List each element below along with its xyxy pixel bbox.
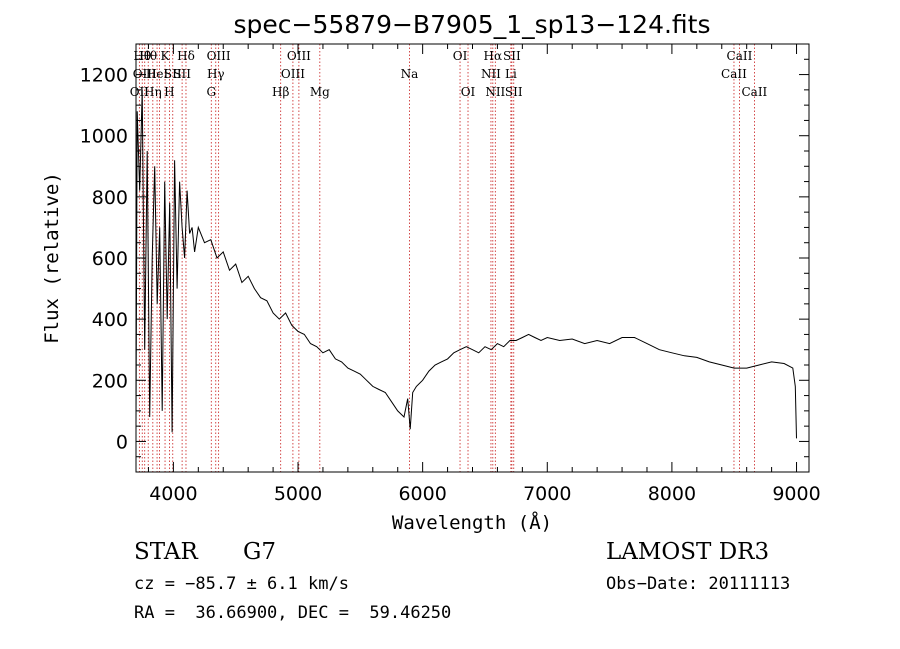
observation-date: Obs−Date: 20111113 — [606, 574, 791, 594]
y-tick-label: 200 — [92, 370, 128, 392]
survey-name: LAMOST DR3 — [606, 539, 770, 565]
object-subclass: G7 — [243, 539, 277, 565]
line-marker-label: Hη — [144, 85, 162, 99]
line-marker-label: OIII — [207, 49, 231, 63]
line-marker-label: SII — [164, 67, 182, 81]
line-marker-label: OIII — [287, 49, 311, 63]
line-marker-label: NII — [481, 67, 501, 81]
line-marker-label: Hα — [484, 49, 503, 63]
line-marker-label: CaII — [721, 67, 747, 81]
line-marker-label: HeI — [146, 67, 169, 81]
y-tick-label: 400 — [92, 309, 128, 331]
y-tick-label: 800 — [92, 187, 128, 209]
redshift-velocity: cz = −85.7 ± 6.1 km/s — [134, 574, 349, 594]
x-tick-label: 9000 — [772, 483, 820, 505]
x-tick-label: 6000 — [398, 483, 446, 505]
x-tick-label: 7000 — [523, 483, 571, 505]
line-marker-label: SII — [505, 85, 523, 99]
line-marker-label: H — [164, 85, 174, 99]
ra-dec-coordinates: RA = 36.66900, DEC = 59.46250 — [134, 603, 452, 623]
spectrum-series-line — [135, 89, 797, 439]
line-marker-label: Li — [505, 67, 517, 81]
emission-line-labels: OIIHθOIIIHθHηHeIKHSIIHδSIIGHγOIIIHβOIIIO… — [130, 49, 768, 99]
line-marker-label: Mg — [310, 85, 330, 99]
x-tick-label: 4000 — [149, 483, 197, 505]
line-marker-label: G — [206, 85, 216, 99]
plot-frame — [135, 43, 810, 473]
x-axis-label: Wavelength (Å) — [392, 511, 552, 534]
line-marker-label: OII — [130, 85, 150, 99]
line-marker-label: NII — [485, 85, 505, 99]
y-tick-label: 1000 — [80, 126, 128, 148]
line-marker-label: OIII — [281, 67, 305, 81]
line-marker-label: K — [161, 49, 171, 63]
line-marker-label: Hδ — [177, 49, 195, 63]
object-class: STAR — [134, 539, 198, 565]
line-marker-label: Hθ — [139, 49, 157, 63]
line-marker-label: OI — [453, 49, 468, 63]
y-axis-label: Flux (relative) — [41, 172, 63, 344]
line-marker-label: CaII — [741, 85, 767, 99]
y-tick-label: 0 — [116, 431, 128, 453]
line-marker-label: SII — [503, 49, 521, 63]
line-marker-label: Na — [401, 67, 419, 81]
line-marker-label: Hγ — [207, 67, 225, 81]
line-marker-label: OI — [461, 85, 476, 99]
x-tick-label: 5000 — [274, 483, 322, 505]
emission-line-markers — [138, 44, 755, 472]
line-marker-label: OIII — [133, 67, 157, 81]
x-tick-label: 8000 — [648, 483, 696, 505]
chart-title: spec−55879−B7905_1_sp13−124.fits — [233, 10, 710, 39]
line-marker-label: CaII — [727, 49, 753, 63]
y-tick-label: 1200 — [80, 65, 128, 87]
line-marker-label: Hβ — [272, 85, 289, 99]
y-tick-label: 600 — [92, 248, 128, 270]
line-marker-label: SII — [173, 67, 191, 81]
axis-ticks: 4000 5000 6000 7000 8000 9000 0 200 400 600 800 100… — [80, 43, 821, 505]
